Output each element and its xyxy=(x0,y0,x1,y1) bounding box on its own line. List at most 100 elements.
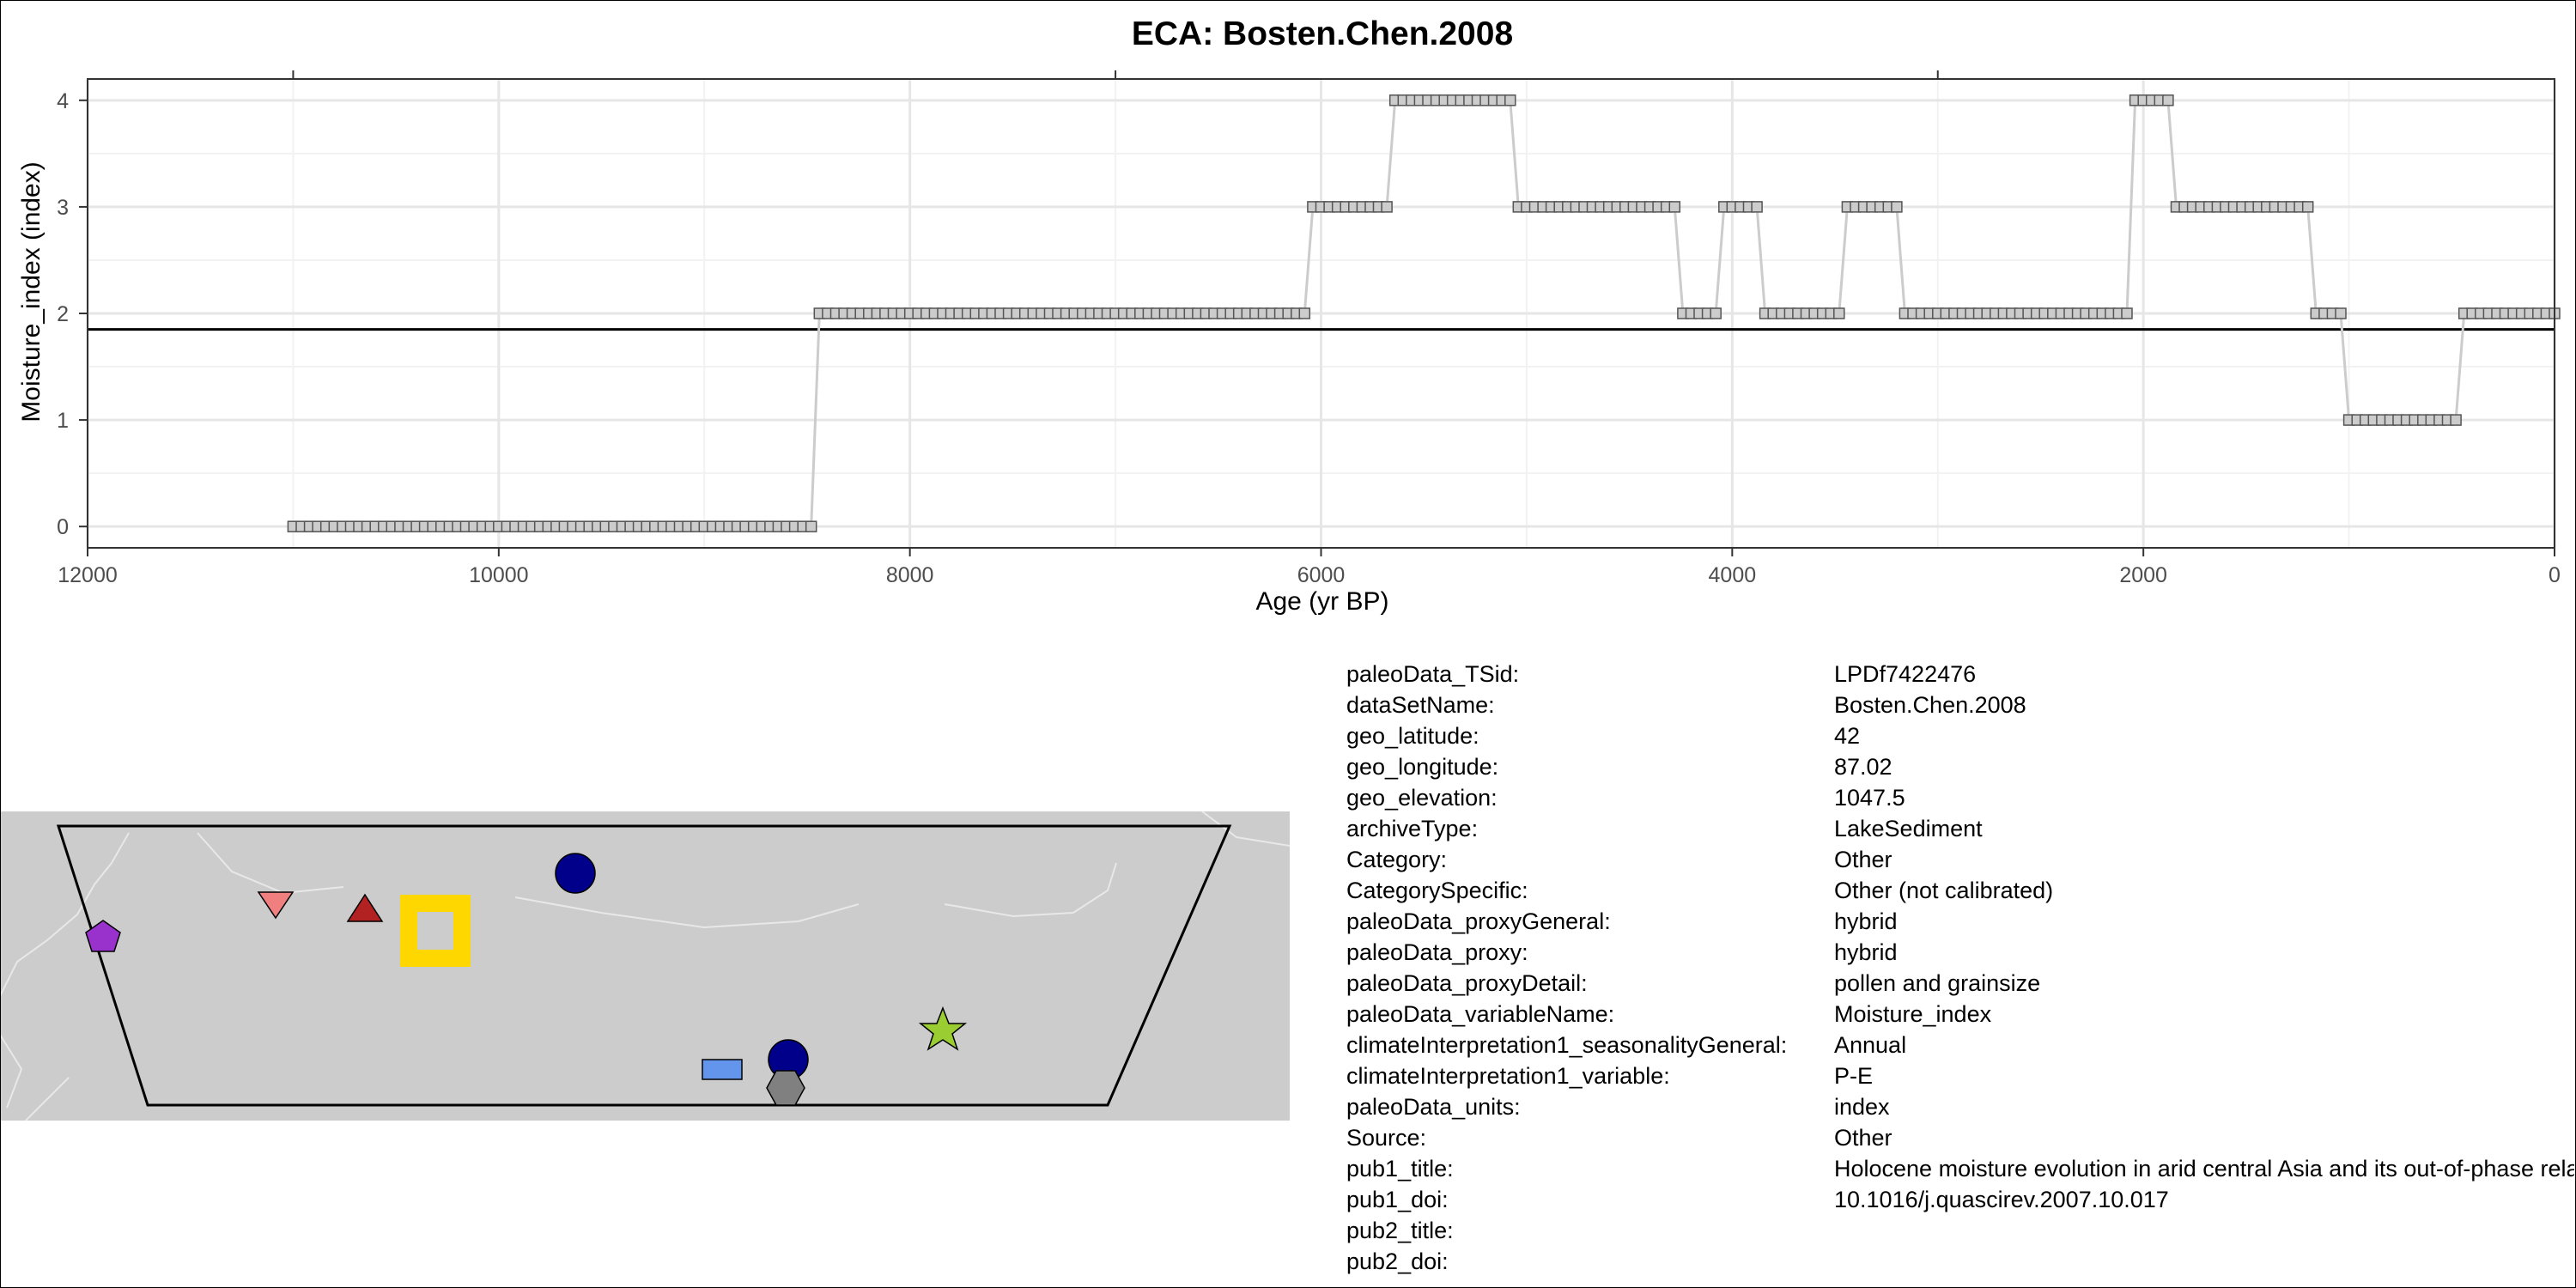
metadata-key: geo_latitude: xyxy=(1346,723,1479,749)
metadata-value: LakeSediment xyxy=(1834,816,1983,841)
y-tick-label: 1 xyxy=(57,409,69,433)
x-tick-label: 4000 xyxy=(1709,563,1757,587)
data-point xyxy=(1891,201,1903,213)
series-layer xyxy=(287,94,2561,532)
y-tick-label: 0 xyxy=(57,515,69,539)
x-axis-label: Age (yr BP) xyxy=(1255,587,1388,616)
metadata-key: Source: xyxy=(1346,1125,1427,1151)
pentagon-marker xyxy=(85,920,121,952)
metadata-table: paleoData_TSid: LPDf7422476 dataSetName: Bo… xyxy=(1346,659,2574,1277)
metadata-row: climateInterpretation1_seasonalityGenera… xyxy=(1346,1030,2574,1060)
metadata-value: 1047.5 xyxy=(1834,785,1905,811)
metadata-key: paleoData_proxyDetail: xyxy=(1346,970,1588,996)
x-tick-label: 2000 xyxy=(2119,563,2167,587)
border-line xyxy=(0,1034,23,1109)
border-line xyxy=(1201,811,1291,847)
metadata-key: pub2_title: xyxy=(1346,1218,1454,1243)
metadata-key: paleoData_proxy: xyxy=(1346,939,1528,965)
border-line xyxy=(944,862,1117,918)
metadata-value: P-E xyxy=(1834,1063,1874,1089)
data-point xyxy=(1833,307,1845,319)
metadata-value: Annual xyxy=(1834,1032,1907,1058)
metadata-row: paleoData_TSid: LPDf7422476 xyxy=(1346,659,2574,690)
metadata-key: paleoData_variableName: xyxy=(1346,1001,1615,1027)
map-svg xyxy=(0,811,1291,1121)
metadata-key: geo_elevation: xyxy=(1346,785,1498,811)
time-series-chart: ECA: Bosten.Chen.2008 12000 10000 8000 6000… xyxy=(17,15,2561,616)
metadata-row: pub2_title: xyxy=(1346,1215,2574,1246)
y-axis-label: Moisture_index (index) xyxy=(17,161,46,422)
metadata-value: Other xyxy=(1834,1125,1893,1151)
y-tick-label: 2 xyxy=(57,302,69,326)
metadata-row: paleoData_variableName: Moisture_index xyxy=(1346,999,2574,1030)
metadata-value: index xyxy=(1834,1094,1890,1120)
metadata-value: 87.02 xyxy=(1834,754,1893,780)
metadata-value: Other xyxy=(1834,847,1893,872)
metadata-key: geo_longitude: xyxy=(1346,754,1499,780)
border-line xyxy=(197,832,344,895)
map-extent-frame xyxy=(56,824,1232,1107)
metadata-row: geo_longitude: 87.02 xyxy=(1346,751,2574,782)
triangle-down-marker xyxy=(257,891,295,920)
data-point xyxy=(1668,201,1681,213)
metadata-value: Holocene moisture evolution in arid cent… xyxy=(1834,1156,2574,1182)
x-tick-label: 12000 xyxy=(58,563,118,587)
rectangle-marker xyxy=(702,1059,743,1080)
metadata-row: pub2_doi: xyxy=(1346,1246,2574,1277)
x-tick-label: 6000 xyxy=(1297,563,1346,587)
metadata-value: 42 xyxy=(1834,723,1861,749)
metadata-row: CategorySpecific: Other (not calibrated) xyxy=(1346,875,2574,906)
triangle-up-marker xyxy=(346,893,384,922)
country-borders xyxy=(0,811,1291,1121)
metadata-value: Other (not calibrated) xyxy=(1834,878,2054,903)
metadata-row: paleoData_units: index xyxy=(1346,1091,2574,1122)
star-marker xyxy=(918,1005,968,1051)
x-tick-label: 8000 xyxy=(886,563,934,587)
data-point xyxy=(2121,307,2133,319)
metadata-value: Moisture_index xyxy=(1834,1001,1992,1027)
data-point xyxy=(1710,307,1722,319)
data-point xyxy=(2450,414,2462,426)
metadata-row: Category: Other xyxy=(1346,844,2574,875)
metadata-key: paleoData_units: xyxy=(1346,1094,1521,1120)
axis-layer: 12000 10000 8000 6000 4000 2000 0 0 1 2 3 4 xyxy=(57,70,2561,587)
metadata-row: paleoData_proxyGeneral: hybrid xyxy=(1346,906,2574,937)
x-tick-label: 10000 xyxy=(469,563,529,587)
metadata-key: Category: xyxy=(1346,847,1448,872)
metadata-value: Bosten.Chen.2008 xyxy=(1834,692,2026,718)
border-line xyxy=(25,1077,70,1121)
metadata-value: hybrid xyxy=(1834,908,1898,934)
metadata-key: pub1_title: xyxy=(1346,1156,1454,1182)
square-ring-marker xyxy=(400,895,471,967)
metadata-key: CategorySpecific: xyxy=(1346,878,1528,903)
metadata-row: paleoData_proxy: hybrid xyxy=(1346,937,2574,968)
metadata-row: paleoData_proxyDetail: pollen and grainsi… xyxy=(1346,968,2574,999)
metadata-key: paleoData_TSid: xyxy=(1346,661,1520,687)
metadata-row: climateInterpretation1_variable: P-E xyxy=(1346,1060,2574,1091)
metadata-key: archiveType: xyxy=(1346,816,1479,841)
data-point xyxy=(2162,94,2174,106)
data-point xyxy=(1751,201,1763,213)
border-line xyxy=(0,832,130,997)
metadata-row: geo_elevation: 1047.5 xyxy=(1346,782,2574,813)
data-point xyxy=(2335,307,2347,319)
metadata-row: Source: Other xyxy=(1346,1122,2574,1153)
metadata-row: pub1_title: Holocene moisture evolution i… xyxy=(1346,1153,2574,1184)
border-line xyxy=(514,896,860,929)
metadata-row: dataSetName: Bosten.Chen.2008 xyxy=(1346,690,2574,720)
plot-grid xyxy=(86,79,2556,548)
data-point xyxy=(2301,201,2314,213)
metadata-row: pub1_doi: 10.1016/j.quascirev.2007.10.017 xyxy=(1346,1184,2574,1215)
y-tick-label: 4 xyxy=(57,89,69,113)
circle-marker xyxy=(555,853,596,894)
metadata-key: paleoData_proxyGeneral: xyxy=(1346,908,1611,934)
x-tick-label: 0 xyxy=(2549,563,2561,587)
metadata-key: climateInterpretation1_variable: xyxy=(1346,1063,1670,1089)
site-map xyxy=(0,811,1291,1121)
y-tick-label: 3 xyxy=(57,196,69,220)
data-point xyxy=(1381,201,1393,213)
chart-title: ECA: Bosten.Chen.2008 xyxy=(1132,15,1513,52)
metadata-key: pub1_doi: xyxy=(1346,1187,1449,1212)
metadata-value: LPDf7422476 xyxy=(1834,661,1977,687)
